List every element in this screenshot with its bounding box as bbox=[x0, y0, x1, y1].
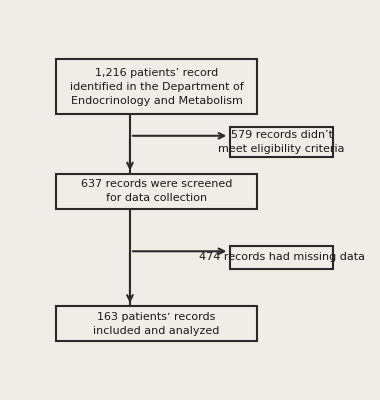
Text: 1,216 patients’ record
identified in the Department of
Endocrinology and Metabol: 1,216 patients’ record identified in the… bbox=[70, 68, 243, 106]
FancyBboxPatch shape bbox=[230, 126, 333, 157]
FancyBboxPatch shape bbox=[56, 174, 256, 209]
FancyBboxPatch shape bbox=[56, 306, 256, 341]
Text: 579 records didn’t
meet eligibility criteria: 579 records didn’t meet eligibility crit… bbox=[218, 130, 345, 154]
Text: 474 records had missing data: 474 records had missing data bbox=[199, 252, 365, 262]
FancyBboxPatch shape bbox=[230, 246, 333, 269]
Text: 163 patientsʼ records
included and analyzed: 163 patientsʼ records included and analy… bbox=[93, 312, 220, 336]
Text: 637 records were screened
for data collection: 637 records were screened for data colle… bbox=[81, 179, 232, 203]
FancyBboxPatch shape bbox=[56, 59, 256, 114]
